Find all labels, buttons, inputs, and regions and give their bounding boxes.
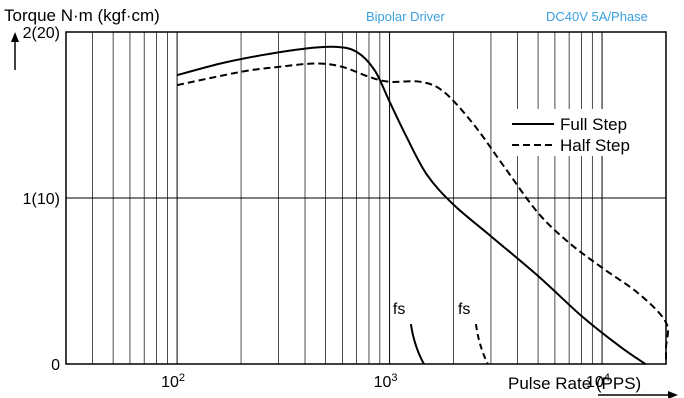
fs-curve-2 (474, 324, 489, 365)
fs-markers: fs fs (393, 301, 489, 365)
series-line-half-step (176, 62, 669, 364)
legend: Full Step Half Step (508, 109, 658, 156)
y-tick-label-2: 1(10) (23, 191, 60, 208)
y-tick-label-3: 2(20) (23, 25, 60, 42)
y-axis-arrow-head (11, 32, 19, 42)
annotation-supply: DC40V 5A/Phase (546, 9, 648, 24)
x-tick-label-1: 102 (161, 372, 185, 391)
fs-label-2: fs (458, 301, 470, 318)
fs-label-1: fs (393, 301, 405, 318)
x-axis-arrow-head (668, 391, 678, 398)
plot-frame (65, 31, 667, 365)
y-axis-label: Torque N·m (kgf·cm) (4, 6, 160, 25)
series-line-full-step (176, 45, 646, 365)
x-tick-label-2: 103 (374, 372, 398, 391)
legend-label-1: Full Step (560, 115, 627, 134)
grid (65, 31, 667, 365)
y-tick-label-1: 0 (51, 357, 60, 374)
legend-box (508, 109, 658, 156)
series-layer (176, 45, 669, 365)
fs-curve-1 (409, 324, 425, 365)
annotation-driver: Bipolar Driver (366, 9, 445, 24)
axis-arrows (11, 32, 678, 398)
legend-label-2: Half Step (560, 136, 630, 155)
x-axis-label: Pulse Rate (PPS) (508, 374, 641, 393)
